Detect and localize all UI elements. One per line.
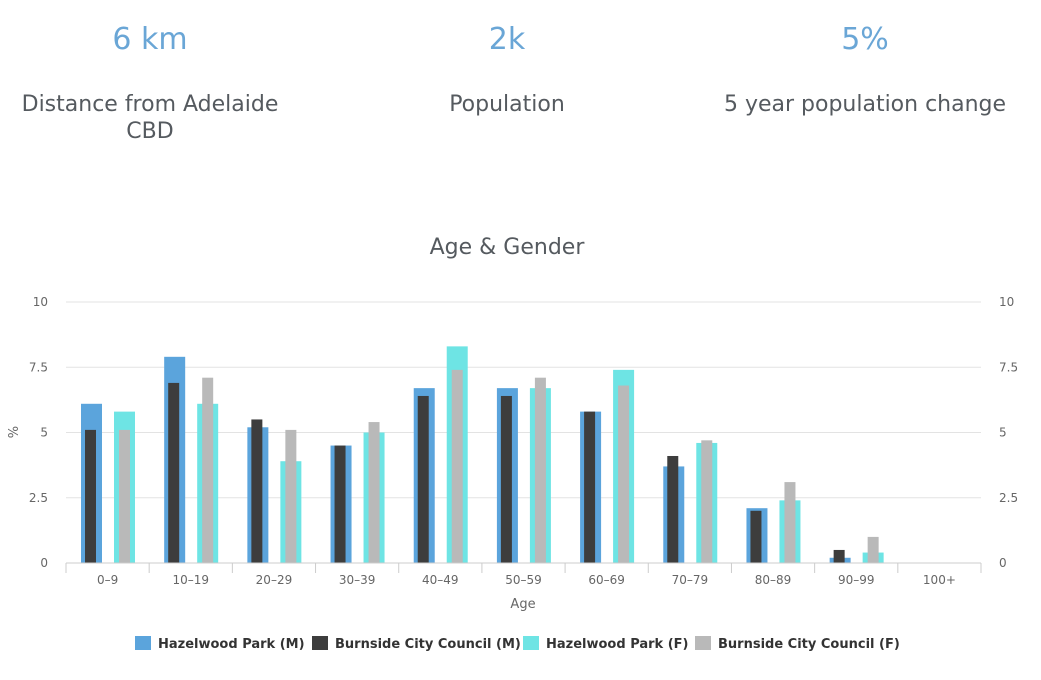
- legend: Hazelwood Park (M) Burnside City Council …: [135, 636, 900, 652]
- x-tick-label: 0–9: [97, 573, 118, 587]
- legend-label[interactable]: Hazelwood Park (F): [546, 637, 689, 652]
- bar: [618, 385, 630, 563]
- x-tick-label: 60–69: [588, 573, 625, 587]
- y-axis-title: %: [7, 426, 22, 438]
- stat-population: 2k Population: [357, 20, 657, 118]
- legend-label[interactable]: Burnside City Council (F): [718, 637, 900, 652]
- chart-title: Age & Gender: [430, 235, 586, 260]
- x-tick-label: 90–99: [838, 573, 875, 587]
- bar: [750, 510, 762, 563]
- bar: [784, 482, 796, 563]
- legend-swatch: [523, 636, 539, 650]
- stat-value: 2k: [488, 22, 526, 57]
- bar: [168, 382, 180, 563]
- bar: [867, 536, 879, 563]
- stat-label: Population: [449, 92, 565, 117]
- stats-row: 6 km Distance from Adelaide CBD 2k Popul…: [0, 0, 1041, 160]
- y-tick-label-right: 7.5: [999, 360, 1018, 374]
- bar: [500, 395, 512, 563]
- y-tick-label-left: 7.5: [29, 360, 48, 374]
- y-tick-label-left: 2.5: [29, 491, 48, 505]
- legend-swatch: [312, 636, 328, 650]
- age-gender-chart: Age & Gender 0 0 2.5 2.5 5 5 7.5 7.5 10 10 0–9 10–1…: [7, 235, 1018, 652]
- bar: [701, 440, 713, 563]
- stat-value: 5%: [841, 22, 889, 57]
- bar: [334, 445, 346, 563]
- x-tick-label: 70–79: [672, 573, 709, 587]
- bar: [667, 455, 679, 563]
- stat-label: 5 year population change: [723, 92, 1007, 117]
- x-tick-label: 100+: [923, 573, 956, 587]
- bar: [451, 369, 463, 563]
- y-tick-label-left: 5: [40, 426, 48, 440]
- y-tick-label-right: 5: [999, 426, 1007, 440]
- stat-distance: 6 km Distance from Adelaide CBD: [0, 20, 300, 145]
- y-tick-label-right: 10: [999, 295, 1014, 309]
- axes: 0 0 2.5 2.5 5 5 7.5 7.5 10 10 0–9 10–19 20–29 30–39 40…: [29, 295, 1018, 587]
- stat-value: 6 km: [112, 22, 188, 57]
- x-tick-label: 50–59: [505, 573, 542, 587]
- bar: [202, 377, 214, 563]
- y-tick-label-right: 0: [999, 556, 1007, 570]
- bar: [417, 395, 429, 563]
- bar: [119, 429, 130, 563]
- bar: [584, 411, 596, 563]
- bars: [81, 346, 884, 563]
- bar: [534, 377, 546, 563]
- x-tick-label: 30–39: [339, 573, 376, 587]
- bar: [85, 429, 96, 563]
- x-tick-label: 80–89: [755, 573, 792, 587]
- bar: [285, 429, 297, 563]
- legend-label[interactable]: Hazelwood Park (M): [158, 637, 305, 652]
- x-tick-label: 40–49: [422, 573, 459, 587]
- x-tick-label: 20–29: [256, 573, 293, 587]
- stat-label: Distance from Adelaide CBD: [21, 92, 279, 144]
- x-tick-label: 10–19: [172, 573, 209, 587]
- stat-population-change: 5% 5 year population change: [715, 20, 1015, 118]
- legend-swatch: [135, 636, 151, 650]
- y-tick-label-left: 10: [33, 295, 48, 309]
- bar: [833, 549, 845, 563]
- bar: [368, 422, 380, 563]
- bar: [251, 419, 263, 563]
- legend-label[interactable]: Burnside City Council (M): [335, 637, 521, 652]
- legend-swatch: [695, 636, 711, 650]
- x-axis-title: Age: [510, 597, 535, 612]
- y-tick-label-right: 2.5: [999, 491, 1018, 505]
- y-tick-label-left: 0: [40, 556, 48, 570]
